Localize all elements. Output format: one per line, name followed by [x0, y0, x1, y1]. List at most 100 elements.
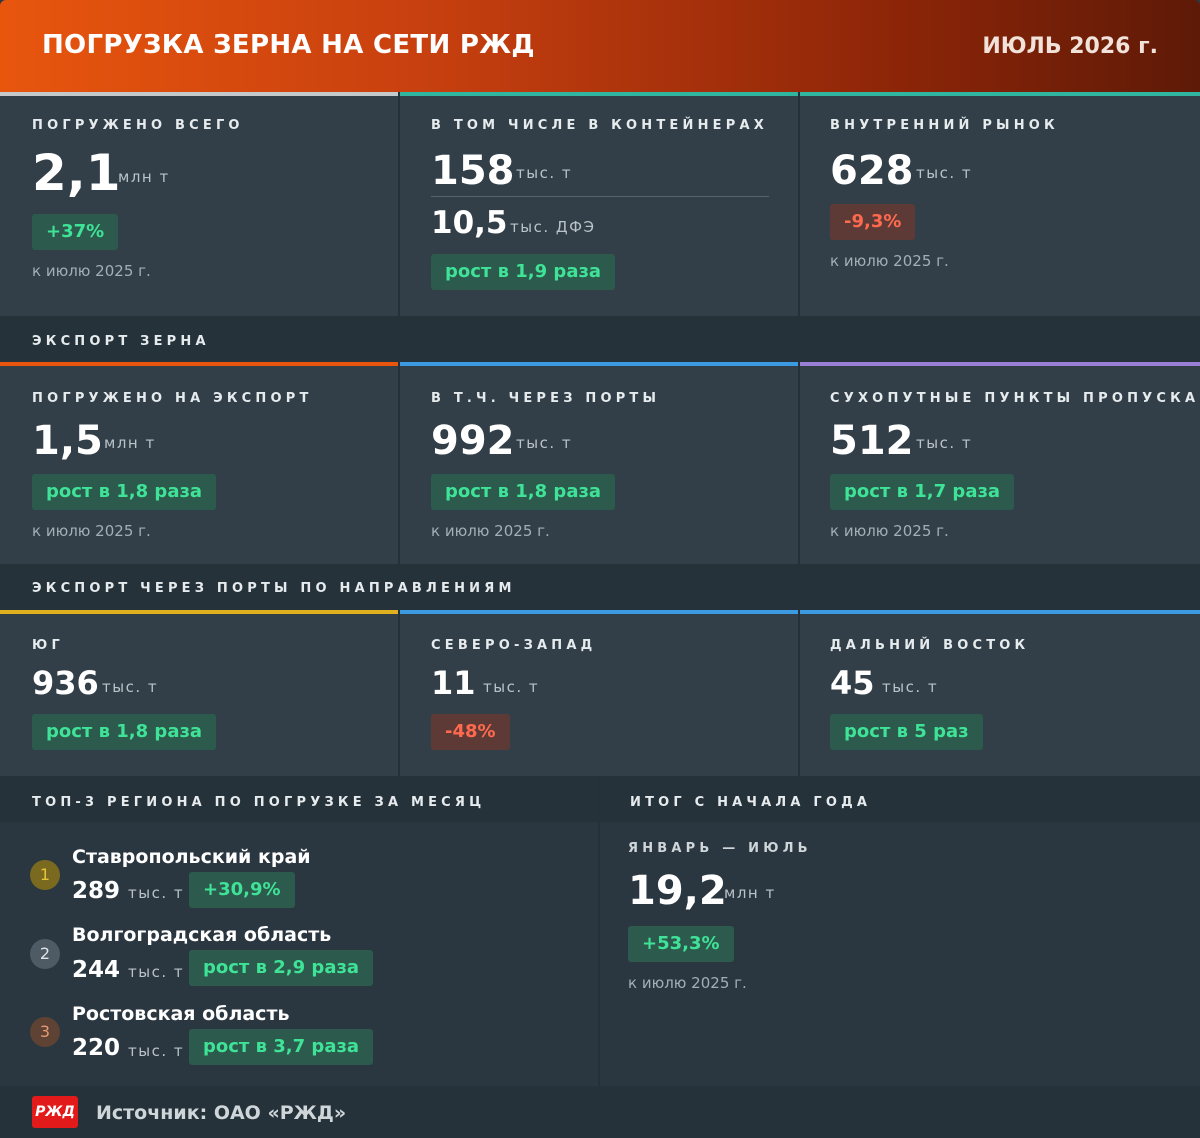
card-domestic-market: ВНУТРЕННИЙ РЫНОК 628 тыс. т -9,3% к июлю…: [800, 92, 1200, 316]
region-name: Ставропольский край: [72, 846, 311, 868]
rank-badge-bronze: 3: [30, 1017, 60, 1047]
change-badge: рост в 1,8 раза: [32, 474, 217, 510]
card-value: 512: [830, 418, 914, 464]
card-unit: млн т: [104, 434, 156, 452]
card-value: 2,1: [32, 144, 121, 202]
region-value: 289: [72, 878, 121, 904]
card-unit: тыс. т: [483, 678, 540, 696]
card-port-far-east: ДАЛЬНИЙ ВОСТОК 45 тыс. т рост в 5 раз: [800, 610, 1200, 776]
ytd-period: ЯНВАРЬ — ИЮЛЬ: [628, 841, 812, 856]
change-badge: рост в 1,9 раза: [431, 254, 616, 290]
change-badge: рост в 1,8 раза: [32, 714, 217, 750]
change-badge: +37%: [32, 214, 119, 250]
card-label: СУХОПУТНЫЕ ПУНКТЫ ПРОПУСКА: [830, 391, 1200, 406]
card-unit: тыс. т: [516, 434, 573, 452]
region-value: 244: [72, 957, 121, 983]
change-badge: рост в 1,7 раза: [830, 474, 1015, 510]
card-unit: тыс. т: [102, 678, 159, 696]
card-value: 936: [32, 664, 99, 702]
card-label: ПОГРУЖЕНО ВСЕГО: [32, 118, 244, 133]
ytd-unit: млн т: [724, 884, 776, 902]
card-unit: млн т: [118, 168, 170, 186]
card-value: 158: [431, 148, 515, 194]
change-badge: рост в 2,9 раза: [189, 950, 374, 986]
divider: [431, 196, 769, 197]
header-banner: ПОГРУЗКА ЗЕРНА НА СЕТИ РЖД ИЮЛЬ 2026 г.: [0, 0, 1200, 92]
change-badge: рост в 1,8 раза: [431, 474, 616, 510]
change-badge: +30,9%: [189, 872, 295, 908]
panel-header: [0, 776, 598, 822]
rank-badge-gold: 1: [30, 860, 60, 890]
card-unit: тыс. т: [882, 678, 939, 696]
card-value: 45: [830, 664, 875, 702]
section-ports-directions: ЭКСПОРТ ЧЕРЕЗ ПОРТЫ ПО НАПРАВЛЕНИЯМ: [0, 564, 1200, 610]
section-label: ИТОГ С НАЧАЛА ГОДА: [630, 795, 872, 810]
comparison-note: к июлю 2025 г.: [830, 522, 949, 540]
page-title: ПОГРУЗКА ЗЕРНА НА СЕТИ РЖД: [42, 30, 535, 60]
region-name: Волгоградская область: [72, 924, 332, 946]
card-accent-bar: [0, 362, 398, 366]
card-label: ЮГ: [32, 638, 64, 653]
card-value: 992: [431, 418, 515, 464]
card-unit-teu: тыс. ДФЭ: [510, 218, 596, 236]
section-label: ЭКСПОРТ ЧЕРЕЗ ПОРТЫ ПО НАПРАВЛЕНИЯМ: [32, 581, 516, 596]
change-badge: -48%: [431, 714, 510, 750]
card-value: 1,5: [32, 418, 103, 464]
comparison-note: к июлю 2025 г.: [431, 522, 550, 540]
card-export-land-borders: СУХОПУТНЫЕ ПУНКТЫ ПРОПУСКА 512 тыс. т ро…: [800, 362, 1200, 564]
card-accent-bar: [400, 92, 798, 96]
card-port-south: ЮГ 936 тыс. т рост в 1,8 раза: [0, 610, 400, 776]
panel-year-to-date: ИТОГ С НАЧАЛА ГОДА ЯНВАРЬ — ИЮЛЬ 19,2 мл…: [600, 776, 1200, 1086]
card-label: ВНУТРЕННИЙ РЫНОК: [830, 118, 1059, 133]
card-port-northwest: СЕВЕРО-ЗАПАД 11 тыс. т -48%: [400, 610, 800, 776]
source-text: Источник: ОАО «РЖД»: [96, 1102, 347, 1124]
card-export-ports: В Т.Ч. ЧЕРЕЗ ПОРТЫ 992 тыс. т рост в 1,8…: [400, 362, 800, 564]
card-label: В ТОМ ЧИСЛЕ В КОНТЕЙНЕРАХ: [431, 118, 768, 133]
footer: РЖД Источник: ОАО «РЖД»: [0, 1086, 1200, 1138]
region-name: Ростовская область: [72, 1003, 290, 1025]
card-accent-bar: [400, 362, 798, 366]
card-export-loaded: ПОГРУЖЕНО НА ЭКСПОРТ 1,5 млн т рост в 1,…: [0, 362, 400, 564]
panel-top-regions: ТОП-3 РЕГИОНА ПО ПОГРУЗКЕ ЗА МЕСЯЦ 1 Ста…: [0, 776, 600, 1086]
region-unit: тыс. т: [128, 963, 185, 981]
card-unit: тыс. т: [916, 164, 973, 182]
change-badge: рост в 5 раз: [830, 714, 983, 750]
card-accent-bar: [800, 92, 1200, 96]
card-total-loaded: ПОГРУЖЕНО ВСЕГО 2,1 млн т +37% к июлю 20…: [0, 92, 400, 316]
card-accent-bar: [800, 610, 1200, 614]
rank-badge-silver: 2: [30, 939, 60, 969]
card-label: В Т.Ч. ЧЕРЕЗ ПОРТЫ: [431, 391, 661, 406]
period-label: ИЮЛЬ 2026 г.: [982, 34, 1158, 59]
logo-text: РЖД: [35, 1104, 75, 1120]
comparison-note: к июлю 2025 г.: [32, 262, 151, 280]
change-badge: -9,3%: [830, 204, 916, 240]
comparison-note: к июлю 2025 г.: [830, 252, 949, 270]
comparison-note: к июлю 2025 г.: [32, 522, 151, 540]
card-label: ДАЛЬНИЙ ВОСТОК: [830, 638, 1030, 653]
ytd-value: 19,2: [628, 868, 727, 914]
panel-header: [600, 776, 1200, 822]
card-accent-bar: [400, 610, 798, 614]
section-label: ЭКСПОРТ ЗЕРНА: [32, 334, 210, 349]
section-label: ТОП-3 РЕГИОНА ПО ПОГРУЗКЕ ЗА МЕСЯЦ: [32, 795, 486, 810]
card-label: ПОГРУЖЕНО НА ЭКСПОРТ: [32, 391, 313, 406]
card-value: 11: [431, 664, 476, 702]
change-badge: +53,3%: [628, 926, 734, 962]
change-badge: рост в 3,7 раза: [189, 1029, 374, 1065]
card-containers: В ТОМ ЧИСЛЕ В КОНТЕЙНЕРАХ 158 тыс. т 10,…: [400, 92, 800, 316]
card-unit: тыс. т: [916, 434, 973, 452]
card-accent-bar: [800, 362, 1200, 366]
card-value-teu: 10,5: [431, 205, 508, 241]
region-value: 220: [72, 1035, 121, 1061]
comparison-note: к июлю 2025 г.: [628, 974, 747, 992]
section-export-grain: ЭКСПОРТ ЗЕРНА: [0, 316, 1200, 362]
card-accent-bar: [0, 610, 398, 614]
rzd-logo: РЖД: [32, 1096, 78, 1128]
card-accent-bar: [0, 92, 398, 96]
card-unit: тыс. т: [516, 164, 573, 182]
region-unit: тыс. т: [128, 1042, 185, 1060]
region-unit: тыс. т: [128, 884, 185, 902]
card-value: 628: [830, 148, 914, 194]
card-label: СЕВЕРО-ЗАПАД: [431, 638, 597, 653]
